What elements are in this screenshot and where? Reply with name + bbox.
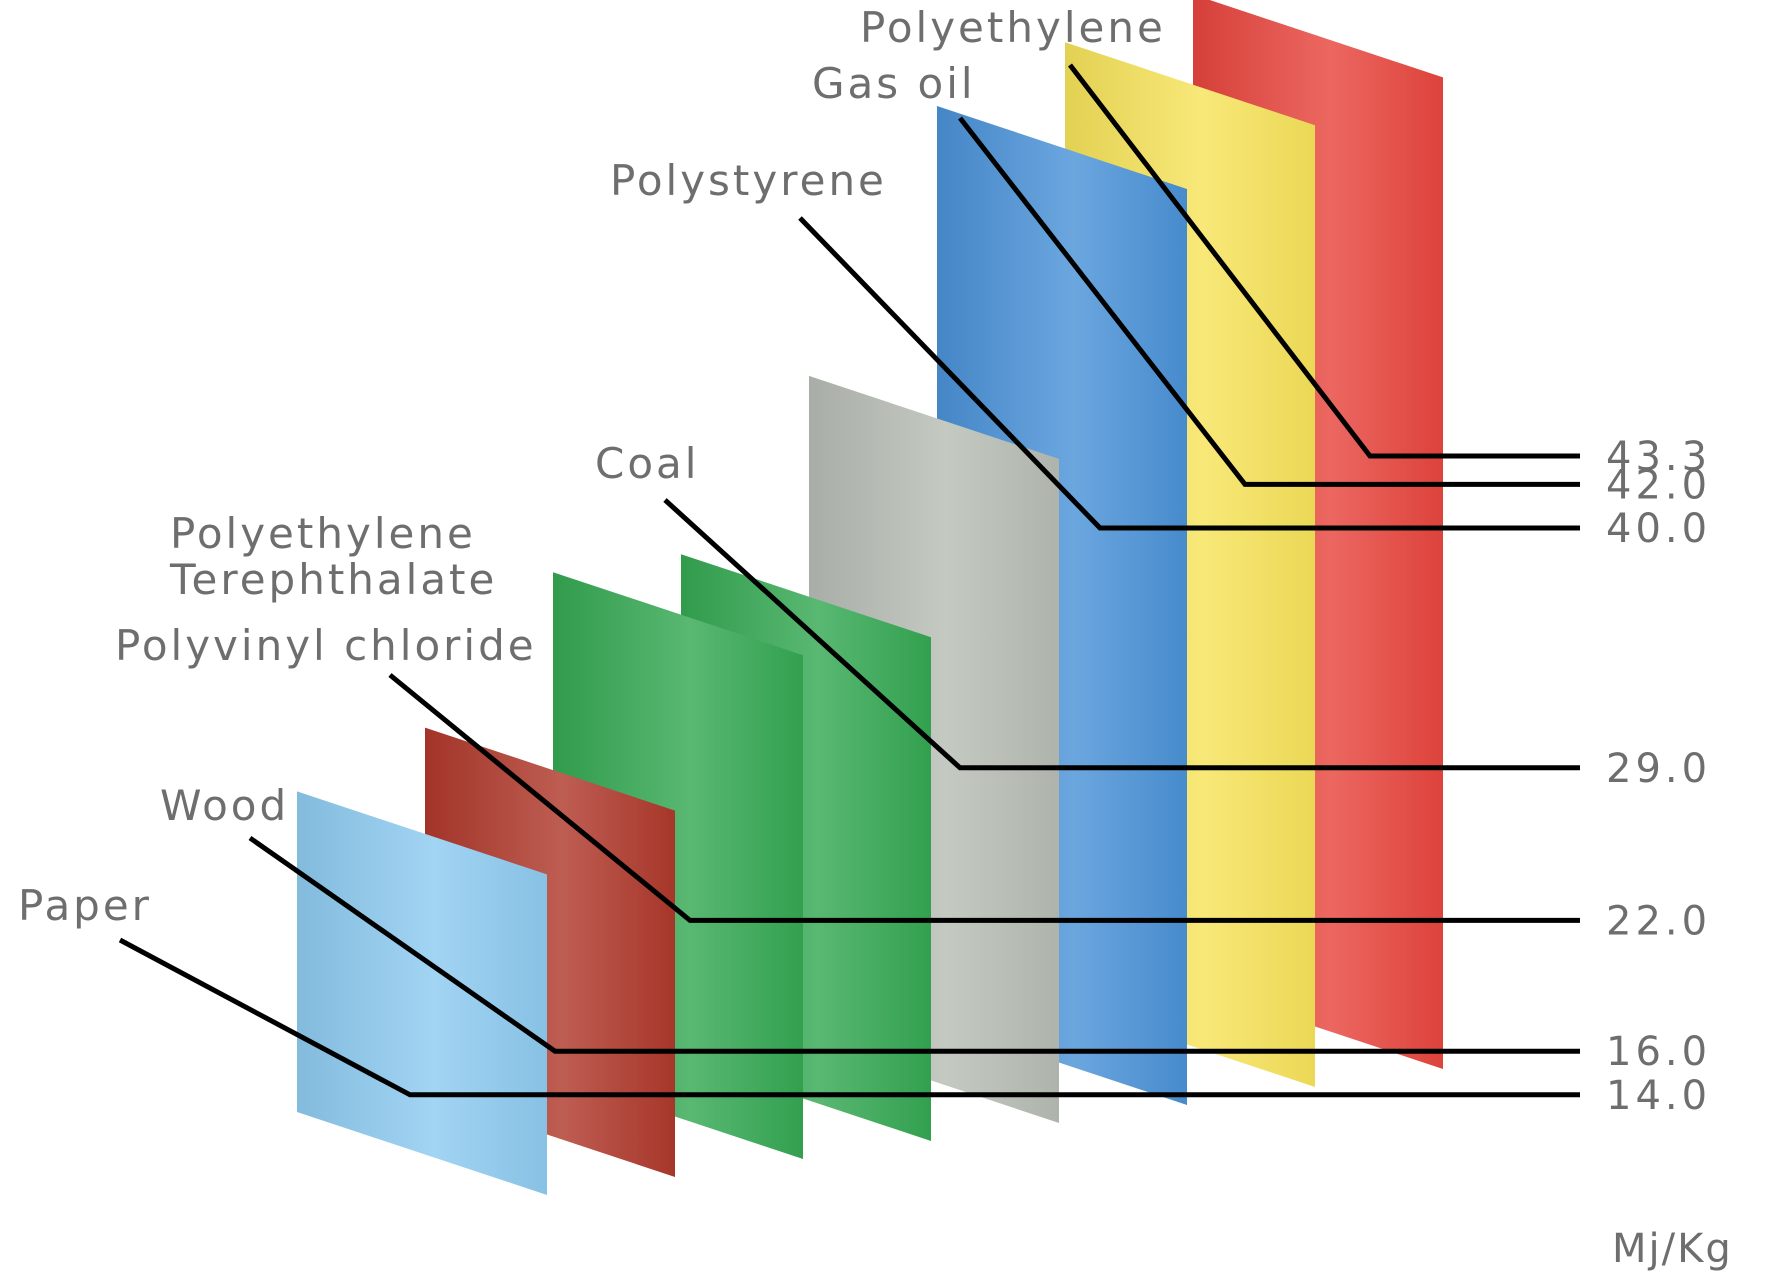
chart-panels	[297, 0, 1443, 1195]
unit-label: Mj/Kg	[1612, 1226, 1733, 1272]
leader-line-paper	[118, 937, 1580, 1098]
leader-line-polyethylene	[1068, 63, 1580, 459]
leader-line-polyvinyl-chloride	[388, 673, 1580, 923]
value-label-16-0: 16.0	[1606, 1029, 1711, 1075]
value-label-42-0: 42.0	[1606, 462, 1711, 508]
leader-line-gas-oil	[958, 116, 1580, 487]
category-label-polyethylene-terephthalate: Polyethylene Terephthalate	[169, 509, 497, 604]
chart-value-labels: 14.016.0 22.0 29.0 40.042.043.3	[1606, 434, 1711, 1119]
category-label-paper: Paper	[18, 881, 152, 930]
category-label-gas-oil: Gas oil	[812, 59, 976, 108]
category-label-polystyrene: Polystyrene	[610, 156, 887, 205]
category-label-polyethylene: Polyethylene	[860, 3, 1166, 52]
category-label-polyvinyl-chloride: Polyvinyl chloride	[115, 621, 537, 670]
chart-category-labels: Paper Wood Polyvinyl chloride Polyethylene T…	[18, 3, 1166, 930]
value-label-14-0: 14.0	[1606, 1073, 1711, 1119]
category-label-coal: Coal	[595, 439, 699, 488]
leader-line-coal	[663, 498, 1580, 771]
category-label-wood: Wood	[160, 781, 289, 830]
value-label-22-0: 22.0	[1606, 898, 1711, 944]
chart-leader-lines	[118, 63, 1580, 1098]
leader-line-wood	[248, 835, 1580, 1054]
value-label-29-0: 29.0	[1606, 746, 1711, 792]
value-label-40-0: 40.0	[1606, 506, 1711, 552]
leader-line-polystyrene	[798, 216, 1580, 531]
value-label-43-3: 43.3	[1606, 434, 1711, 480]
